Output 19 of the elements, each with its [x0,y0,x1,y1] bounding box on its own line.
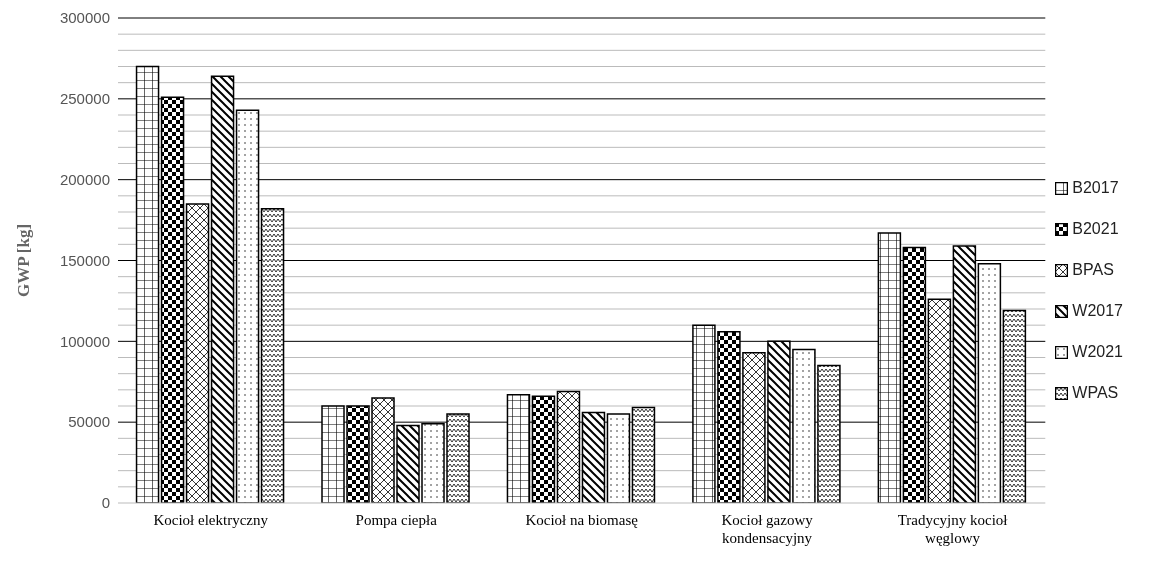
y-tick-label: 50000 [68,413,110,431]
y-tick-label: 150000 [59,251,110,269]
legend-label: WPAS [1072,384,1119,402]
y-tick-label: 100000 [59,332,110,350]
x-tick-label: Kocioł na biomasę [525,512,639,528]
legend-label: BPAS [1072,261,1114,279]
x-tick-label: Kocioł gazowy kondensacyjny [721,512,814,546]
y-axis-title: GWP [kg] [14,223,34,298]
legend-label: B2021 [1072,220,1119,238]
y-tick-label: 0 [101,494,110,512]
y-tick-label: 300000 [59,9,110,27]
legend-label: W2021 [1072,343,1123,361]
x-tick-label: Kocioł elektryczny [153,512,269,528]
y-tick-label: 200000 [59,170,110,188]
legend-label: W2017 [1072,302,1123,320]
x-tick-label: Pompa ciepła [355,512,438,528]
x-tick-label: Tradycyjny kocioł węglowy [897,512,1009,546]
legend-label: B2017 [1072,179,1119,197]
y-tick-label: 250000 [59,90,110,108]
